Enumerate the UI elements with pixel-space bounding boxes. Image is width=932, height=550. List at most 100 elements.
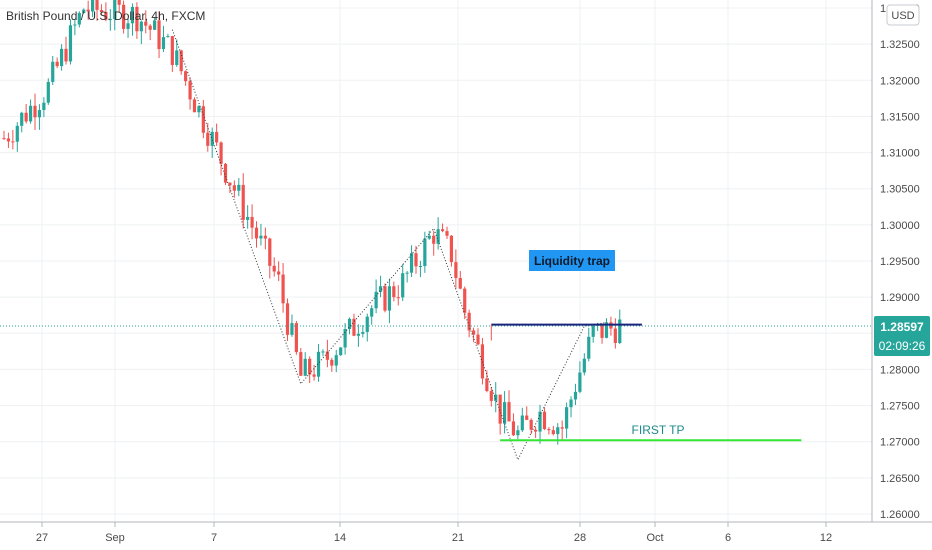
candle-body-down (6, 138, 11, 142)
candle-body-up (197, 106, 201, 113)
candle-body-up (130, 6, 135, 24)
candle-body-up (604, 322, 609, 338)
candle-body-down (498, 394, 502, 424)
candle-body-down (148, 25, 152, 30)
currency-label: USD (891, 10, 914, 22)
candle-body-down (471, 330, 476, 335)
candle-body-up (237, 184, 241, 191)
candle-body-up (582, 358, 586, 373)
candle-body-down (254, 227, 259, 239)
candle-body-up (494, 394, 498, 401)
candle-body-down (454, 262, 458, 279)
candle-body-up (37, 109, 42, 118)
candle-body-down (507, 402, 511, 422)
liquidity-trap-label[interactable]: Liquidity trap (529, 250, 615, 271)
candle-body-down (188, 81, 192, 100)
candle-body-down (285, 303, 290, 335)
candle-body-down (268, 238, 272, 266)
price-tick-label: 1.32500 (880, 39, 920, 51)
candle-body-up (42, 102, 46, 110)
candle-body-down (99, 9, 104, 13)
candle-body-up (573, 391, 578, 400)
price-tick-label: 1.27000 (880, 437, 920, 449)
price-tick-label: 1.31500 (880, 111, 920, 123)
candle-body-down (547, 429, 551, 431)
price-tick-label: 1.30500 (880, 184, 920, 196)
candle-body-down (64, 48, 68, 62)
candle-body-down (511, 421, 516, 436)
candle-body-up (405, 272, 409, 274)
candle-body-up (556, 427, 560, 435)
candle-body-up (502, 402, 507, 424)
first-tp-label[interactable]: FIRST TP (632, 423, 685, 437)
currency-badge[interactable]: USD (886, 4, 920, 26)
candle-body-up (520, 415, 524, 431)
candle-body-down (551, 430, 555, 435)
time-tick-label: 7 (211, 532, 217, 544)
candle-body-down (414, 253, 418, 267)
candle-body-up (153, 20, 157, 30)
candle-body-down (24, 112, 28, 122)
candle-body-down (308, 358, 312, 375)
candle-body-down (250, 216, 254, 228)
candle-body-down (206, 132, 210, 146)
candle-body-down (272, 265, 276, 272)
candle-body-up (73, 24, 77, 26)
candle-body-up (82, 9, 86, 13)
candle-body-up (538, 411, 542, 432)
candle-body-down (11, 141, 15, 143)
last-price-tag[interactable]: 1.28597 02:09:26 (874, 316, 930, 356)
candle-body-up (59, 48, 64, 67)
candles-layer (2, 0, 622, 445)
candle-body-down (352, 318, 356, 336)
candle-body-down (122, 4, 126, 29)
candle-body-up (303, 358, 307, 376)
candle-body-down (480, 344, 485, 379)
candle-body-up (15, 125, 19, 142)
candle-body-up (387, 286, 392, 311)
price-tick-label: 1.28000 (880, 364, 920, 376)
candle-body-down (86, 9, 90, 12)
candle-body-up (418, 266, 423, 268)
candle-body-up (20, 112, 24, 126)
price-tick-label: 1.27500 (880, 401, 920, 413)
candle-body-down (223, 163, 228, 183)
candle-body-down (467, 312, 471, 331)
bar-countdown: 02:09:26 (879, 339, 926, 353)
candle-body-down (485, 378, 489, 391)
price-tick-label: 1.29500 (880, 256, 920, 268)
candle-body-down (489, 390, 493, 401)
price-axis[interactable]: 1.330001.325001.320001.315001.310001.305… (880, 3, 920, 521)
time-tick-label: 27 (36, 532, 48, 544)
price-tick-label: 1.31000 (880, 148, 920, 160)
time-axis-bg (0, 522, 932, 550)
time-tick-label: 14 (334, 532, 346, 544)
candle-body-up (290, 323, 294, 335)
time-tick-label: Oct (646, 532, 663, 544)
candle-body-down (33, 105, 37, 118)
candle-body-down (201, 106, 205, 133)
candle-body-down (613, 328, 617, 343)
candle-body-up (569, 399, 573, 408)
last-price-value: 1.28597 (880, 320, 924, 334)
candle-body-up (374, 291, 378, 309)
price-axis-bg (872, 0, 932, 550)
candle-body-down (232, 185, 236, 191)
time-axis[interactable]: 27 Sep 7 14 21 28 Oct 6 12 (36, 522, 832, 544)
candle-body-up (365, 316, 369, 332)
candle-body-up (565, 407, 569, 429)
candle-body-down (192, 99, 197, 113)
candle-body-down (445, 231, 449, 236)
candle-body-up (356, 333, 360, 336)
candle-body-down (330, 359, 334, 366)
candle-body-down (95, 0, 99, 10)
price-tick-label: 1.26500 (880, 473, 920, 485)
candle-body-up (68, 25, 73, 62)
candle-body-down (312, 374, 316, 377)
candle-body-down (219, 142, 223, 164)
candle-body-down (476, 334, 480, 345)
chart-grid (0, 0, 872, 522)
candle-body-up (139, 21, 143, 32)
